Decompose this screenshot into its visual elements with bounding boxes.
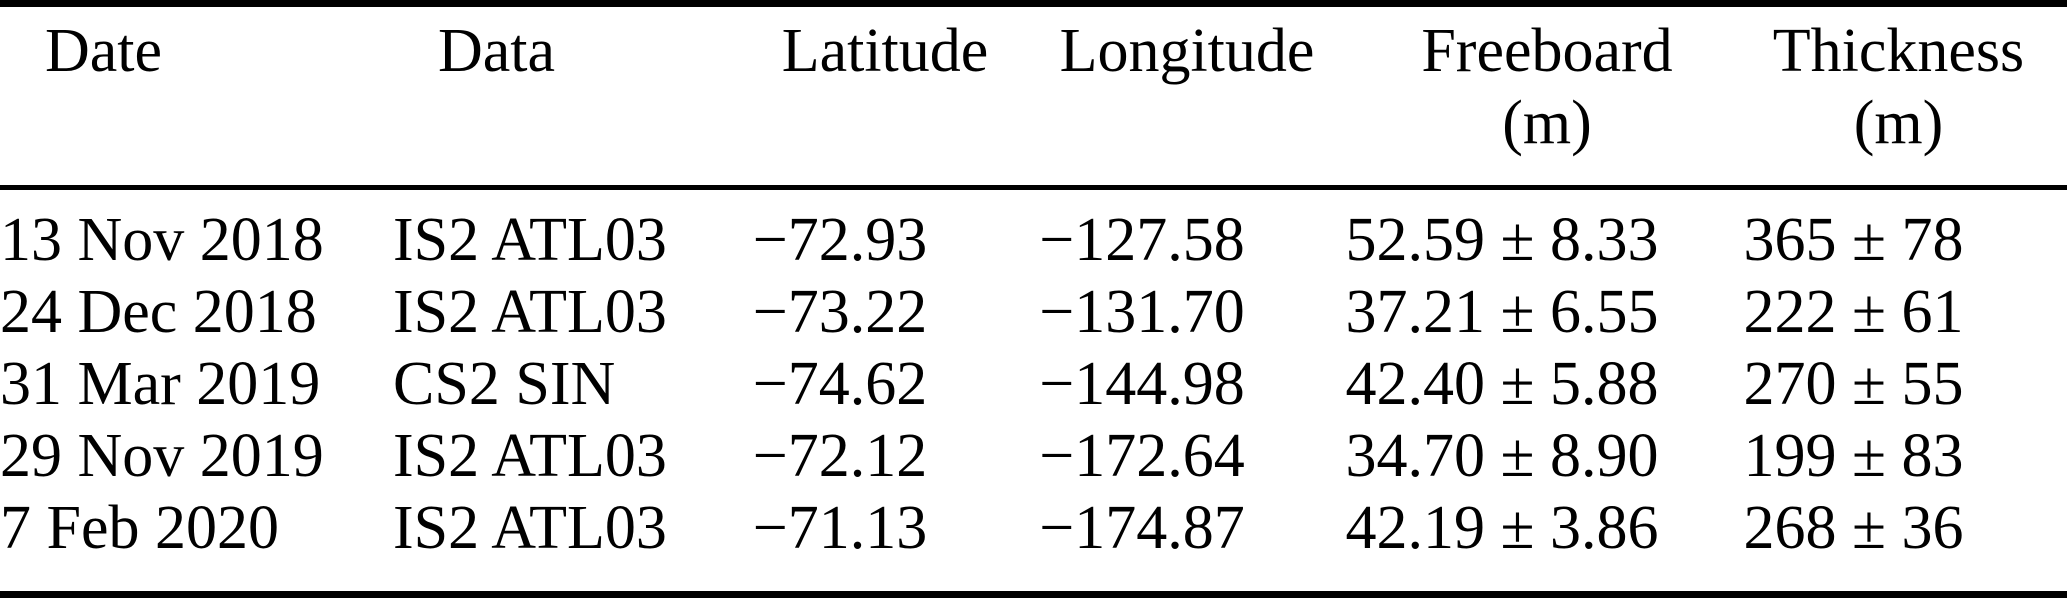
table-body: 13 Nov 2018 IS2 ATL03 −72.93 −127.58 52.… [0, 190, 2022, 599]
column-header-freeboard: Freeboard (m) [1364, 15, 1730, 185]
cell-data: IS2 ATL03 [393, 422, 667, 490]
cell-data: IS2 ATL03 [393, 278, 667, 346]
cell-date: 24 Dec 2018 [0, 278, 317, 346]
cell-freeboard: 37.21 ± 6.55 [1345, 278, 1659, 346]
cell-date: 13 Nov 2018 [0, 206, 324, 274]
cell-thickness: 199 ± 83 [1743, 422, 1964, 490]
column-header-latitude: Latitude [760, 15, 1010, 185]
cell-freeboard: 42.19 ± 3.86 [1345, 494, 1659, 562]
column-header-data: Data [438, 15, 760, 185]
table-row: 31 Mar 2019 CS2 SIN −74.62 −144.98 42.40… [0, 348, 2022, 420]
column-header-label: Thickness [1772, 17, 2025, 85]
cell-latitude: −71.13 [752, 494, 928, 562]
table-header-separator-rule [0, 185, 2067, 190]
column-header-label: Date [45, 17, 163, 85]
cell-freeboard: 52.59 ± 8.33 [1345, 206, 1659, 274]
column-header-label: Freeboard [1421, 17, 1673, 85]
cell-thickness: 268 ± 36 [1743, 494, 1964, 562]
table-bottom-rule [0, 591, 2067, 598]
column-header-date: Date [45, 15, 438, 185]
table-top-rule [0, 0, 2067, 7]
cell-data: IS2 ATL03 [393, 206, 667, 274]
cell-thickness: 270 ± 55 [1743, 350, 1964, 418]
column-header-longitude: Longitude [1010, 15, 1364, 185]
cell-longitude: −127.58 [1039, 206, 1245, 274]
cell-longitude: −131.70 [1039, 278, 1245, 346]
table-row: 29 Nov 2019 IS2 ATL03 −72.12 −172.64 34.… [0, 420, 2022, 492]
column-header-label: Latitude [781, 17, 989, 85]
table-row: 13 Nov 2018 IS2 ATL03 −72.93 −127.58 52.… [0, 204, 2022, 276]
cell-longitude: −144.98 [1039, 350, 1245, 418]
cell-freeboard: 42.40 ± 5.88 [1345, 350, 1659, 418]
cell-date: 29 Nov 2019 [0, 422, 324, 490]
cell-longitude: −174.87 [1039, 494, 1245, 562]
cell-date: 31 Mar 2019 [0, 350, 321, 418]
cell-latitude: −73.22 [752, 278, 928, 346]
cell-latitude: −72.93 [752, 206, 928, 274]
column-header-unit: (m) [1853, 89, 1944, 157]
cell-longitude: −172.64 [1039, 422, 1245, 490]
table-header-row: Date Data Latitude Longitude Freeboard (… [0, 7, 2067, 185]
table-row: 24 Dec 2018 IS2 ATL03 −73.22 −131.70 37.… [0, 276, 2022, 348]
table-row: 7 Feb 2020 IS2 ATL03 −71.13 −174.87 42.1… [0, 492, 2022, 564]
cell-latitude: −72.12 [752, 422, 928, 490]
cell-thickness: 222 ± 61 [1743, 278, 1964, 346]
column-header-label: Longitude [1059, 17, 1315, 85]
cell-freeboard: 34.70 ± 8.90 [1345, 422, 1659, 490]
column-header-unit: (m) [1502, 89, 1592, 157]
column-header-thickness: Thickness (m) [1730, 15, 2067, 185]
cell-latitude: −74.62 [752, 350, 928, 418]
cell-thickness: 365 ± 78 [1743, 206, 1964, 274]
cell-data: CS2 SIN [393, 350, 616, 418]
cell-date: 7 Feb 2020 [0, 494, 279, 562]
cell-data: IS2 ATL03 [393, 494, 667, 562]
column-header-label: Data [438, 17, 556, 85]
